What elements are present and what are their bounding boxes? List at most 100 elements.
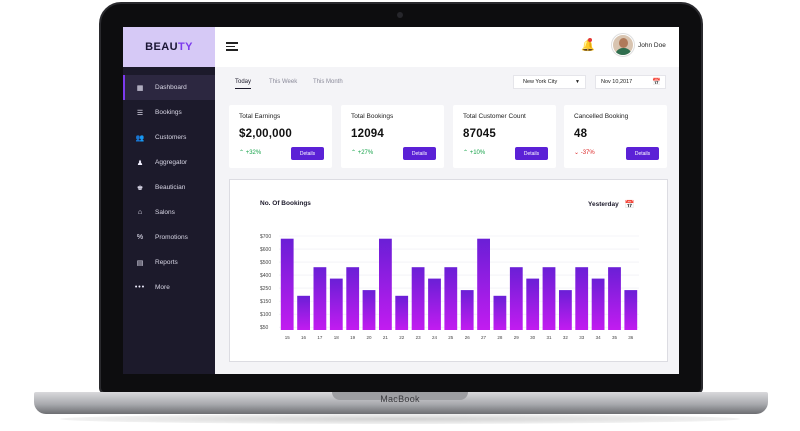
card-change: ⌄ -37% [574,149,595,156]
card-change-value: +10% [469,150,486,156]
sidebar-item-label: Bookings [155,109,182,116]
x-tick-label: 18 [334,335,340,340]
list-icon: ☰ [136,109,144,117]
chart-bar[interactable] [591,278,605,330]
logo-text-accent: TY [177,41,193,53]
chart-bar[interactable] [526,278,540,330]
y-tick-label: $250 [260,286,271,292]
y-tick-label: $500 [260,260,271,266]
users-icon: 👥 [135,134,145,142]
chart-bar[interactable] [542,267,556,330]
tab-this-week[interactable]: This Week [269,79,298,85]
x-tick-label: 34 [596,335,602,340]
calendar-icon[interactable]: 📅 [624,200,635,209]
sidebar-item-promotions[interactable]: % Promotions [123,225,215,250]
grid-icon: ▦ [136,84,144,92]
y-tick-label: $150 [260,299,271,305]
sidebar-item-aggregator[interactable]: ♟ Aggregator [123,150,215,175]
card-value: 12094 [351,128,384,140]
laptop-notch [332,392,468,400]
chart-bar[interactable] [395,295,409,330]
date-value: Nov 10,2017 [601,79,633,85]
sidebar-item-dashboard[interactable]: ▦ Dashboard [123,75,215,100]
sidebar-nav: ▦ Dashboard ☰ Bookings 👥 Customers ♟ Aggregator… [123,75,215,300]
card-title: Total Earnings [239,113,281,120]
chart-bar[interactable] [313,267,327,330]
tab-this-month[interactable]: This Month [313,79,343,85]
chart-bar[interactable] [509,267,523,330]
sidebar-item-label: Salons [155,209,175,216]
x-tick-label: 20 [366,335,372,340]
sidebar-item-salons[interactable]: ⌂ Salons [123,200,215,225]
details-button[interactable]: Details [515,147,548,160]
sidebar-item-more[interactable]: ••• More [123,275,215,300]
sidebar-item-reports[interactable]: ▤ Reports [123,250,215,275]
chart-bar[interactable] [411,267,425,330]
x-tick-label: 28 [497,335,503,340]
arrow-up-icon: ⌃ [239,150,245,156]
chart-bar[interactable] [559,290,572,330]
user-name[interactable]: John Doe [638,42,666,49]
laptop-base [34,392,768,414]
chart-bar[interactable] [297,295,310,330]
chart-bar[interactable] [460,290,474,330]
avatar[interactable] [612,34,634,56]
chart-title: No. Of Bookings [260,200,311,207]
chart-bar[interactable] [493,295,507,330]
hamburger-menu-icon[interactable] [226,42,238,51]
x-tick-label: 16 [301,335,307,340]
card-change-value: -37% [580,150,595,156]
sidebar-item-customers[interactable]: 👥 Customers [123,125,215,150]
stat-card: Total Bookings 12094 ⌃ +27% Details [341,105,444,168]
details-button[interactable]: Details [626,147,659,160]
chart-bar[interactable] [624,290,638,330]
chart-bar[interactable] [329,278,343,330]
chart-bar[interactable] [379,238,392,330]
stat-card: Total Earnings $2,00,000 ⌃ +32% Details [229,105,332,168]
bell-icon[interactable]: 🔔 [581,40,595,52]
card-value: 48 [574,128,588,140]
chart-bar[interactable] [575,267,589,330]
user-icon: ♟ [136,159,144,167]
chart-bar[interactable] [444,267,458,330]
sidebar-item-label: Aggregator [155,159,188,166]
chart-bar[interactable] [608,267,621,330]
chevron-down-icon: ▼ [575,79,580,85]
x-tick-label: 33 [579,335,585,340]
chart-bar[interactable] [362,290,376,330]
card-change: ⌃ +10% [463,149,485,156]
bookings-bar-chart: $700 $600 $500 $400 $250 $150 $100 $50 15 16 17 18 1… [260,234,639,340]
stat-card: Cancelled Booking 48 ⌄ -37% Details [564,105,667,168]
laptop-shadow [60,414,740,424]
more-icon: ••• [134,284,146,291]
stats-cards: Total Earnings $2,00,000 ⌃ +32% Details Tota… [229,105,668,168]
camera-icon [397,12,403,18]
details-button[interactable]: Details [291,147,324,160]
app-logo[interactable]: BEAU TY [123,27,215,67]
chart-bar[interactable] [428,278,441,330]
chart-bar[interactable] [477,238,490,330]
sidebar-item-label: Reports [155,259,178,266]
arrow-down-icon: ⌄ [574,150,580,156]
sidebar-item-label: More [155,284,170,291]
sidebar-item-bookings[interactable]: ☰ Bookings [123,100,215,125]
filter-bar: Today This Week This Month New York City… [215,67,679,95]
chart-range-selector[interactable]: Yesterday 📅 [588,200,635,209]
date-picker[interactable]: Nov 10,2017 📅 [595,75,666,89]
details-button[interactable]: Details [403,147,436,160]
chart-bar[interactable] [346,267,360,330]
tab-today[interactable]: Today [235,79,252,89]
sidebar-item-beautician[interactable]: ♚ Beautician [123,175,215,200]
x-tick-label: 27 [481,335,487,340]
y-tick-label: $700 [260,234,271,240]
x-tick-label: 19 [350,335,356,340]
card-change-value: +27% [357,150,374,156]
x-tick-label: 17 [317,335,323,340]
chart-bar[interactable] [280,238,294,330]
card-change-value: +32% [245,150,262,156]
calendar-icon[interactable]: 📅 [652,79,661,86]
logo-text-main: BEAU [145,41,178,53]
card-value: 87045 [463,128,496,140]
city-select[interactable]: New York City ▼ [513,75,586,89]
x-tick-label: 36 [628,335,634,340]
